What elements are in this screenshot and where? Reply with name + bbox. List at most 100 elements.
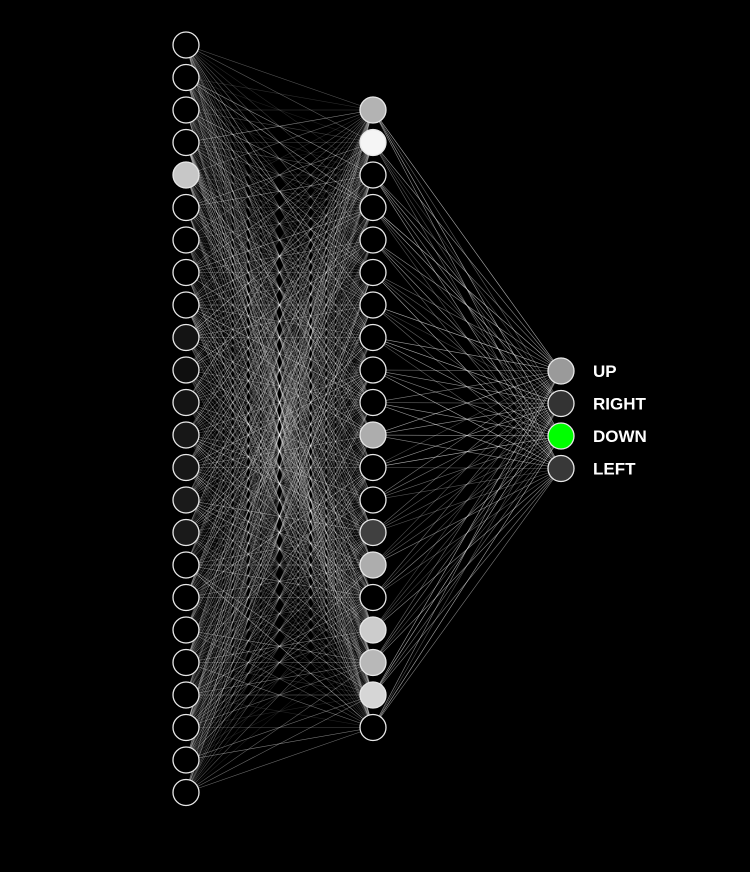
connection-line	[185, 142, 374, 468]
hidden-node	[359, 453, 387, 482]
connection-line	[185, 142, 374, 176]
connection-line	[185, 239, 374, 728]
connection-line	[185, 337, 374, 663]
connection-line	[372, 403, 562, 501]
hidden-node	[359, 193, 387, 222]
connection-line	[185, 142, 374, 208]
connection-line	[185, 174, 374, 371]
connection-line	[372, 109, 562, 372]
connection-line	[185, 239, 374, 631]
connection-line	[185, 304, 374, 696]
connection-line	[185, 629, 374, 728]
connection-line	[185, 499, 374, 728]
connection-line	[185, 77, 374, 468]
connection-line	[185, 109, 374, 273]
connection-line	[185, 207, 374, 761]
connection-line	[185, 109, 374, 306]
connection-line	[185, 109, 374, 793]
connection-line	[185, 109, 374, 468]
connection-line	[185, 402, 374, 793]
connection-line	[185, 174, 374, 631]
connection-line	[185, 532, 374, 663]
input-node	[172, 323, 200, 352]
connection-line	[372, 468, 562, 663]
connection-line	[185, 272, 374, 663]
connection-line	[372, 370, 562, 663]
connection-line	[185, 597, 374, 761]
hidden-node	[359, 421, 387, 449]
connection-line	[185, 142, 374, 793]
connection-line	[185, 142, 374, 208]
connection-line	[185, 369, 374, 728]
connection-line	[185, 629, 374, 696]
connection-line	[185, 434, 374, 696]
connection-line	[185, 207, 374, 273]
connection-line	[185, 402, 374, 728]
connection-line	[185, 434, 374, 566]
hidden-node	[359, 486, 387, 514]
connection-line	[185, 304, 374, 663]
connection-line	[372, 435, 562, 728]
connection-line	[185, 434, 374, 533]
connection-line	[185, 142, 374, 761]
connection-line	[372, 468, 562, 728]
connection-line	[185, 304, 374, 566]
input-node	[172, 63, 200, 92]
connection-line	[372, 207, 562, 372]
connection-line	[185, 434, 374, 793]
connection-line	[185, 434, 374, 566]
connection-line	[185, 337, 374, 533]
input-node	[172, 226, 200, 254]
connection-line	[185, 239, 374, 793]
connection-line	[185, 207, 374, 663]
connection-line	[185, 109, 374, 728]
connection-line	[185, 239, 374, 371]
hidden-layer	[359, 96, 387, 742]
connection-line	[372, 435, 562, 501]
input-node	[172, 161, 200, 189]
connection-line	[185, 77, 374, 208]
input-node	[172, 388, 200, 417]
input-node	[172, 486, 200, 514]
connection-line	[372, 403, 562, 631]
connection-line	[185, 239, 374, 338]
input-node	[172, 31, 200, 59]
connection-line	[372, 272, 562, 372]
connection-line	[185, 629, 374, 761]
connection-line	[185, 564, 374, 793]
input-node	[172, 648, 200, 677]
connection-line	[185, 272, 374, 761]
connection-line	[185, 239, 374, 338]
connection-line	[372, 174, 562, 372]
connection-line	[185, 532, 374, 696]
connection-line	[185, 142, 374, 533]
connection-line	[185, 142, 374, 403]
connection-line	[185, 532, 374, 566]
connection-line	[185, 272, 374, 728]
connection-line	[185, 109, 374, 598]
input-node	[172, 291, 200, 319]
hidden-node	[359, 96, 387, 124]
connection-line	[185, 109, 374, 338]
connection-line	[185, 109, 374, 208]
connection-line	[185, 207, 374, 241]
input-node	[172, 356, 200, 384]
hidden-node	[359, 713, 387, 742]
connection-line	[185, 564, 374, 761]
connection-line	[185, 207, 374, 403]
connection-line	[185, 694, 374, 728]
connection-line	[185, 434, 374, 501]
connection-line	[185, 369, 374, 793]
connection-line	[185, 467, 374, 533]
connection-line	[185, 304, 374, 436]
connection-line	[185, 109, 374, 143]
connection-line	[372, 370, 562, 598]
connection-line	[372, 370, 562, 436]
connection-line	[185, 532, 374, 761]
connection-line	[185, 662, 374, 696]
connection-line	[372, 370, 562, 696]
connection-line	[185, 44, 374, 403]
connection-line	[372, 370, 562, 631]
connection-line	[185, 142, 374, 306]
